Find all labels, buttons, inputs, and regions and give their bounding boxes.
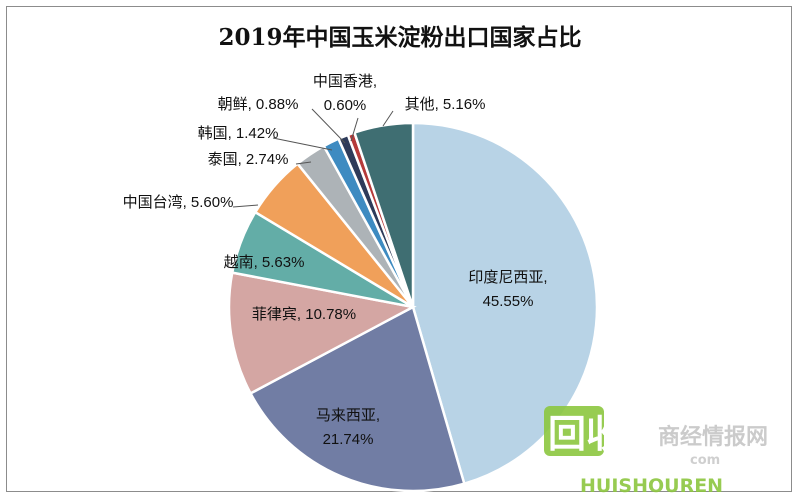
slice-label-4: 越南, 5.63% [224,254,305,271]
leader-line-9 [350,117,359,142]
watermark-site-text: 商经情报网 [658,424,768,450]
slice-label-5: 中国台湾, 5.60% [123,194,234,211]
slice-label-3: 菲律宾, 10.78% [252,306,356,323]
slice-label-10: 其他, 5.16% [405,96,486,113]
watermark-domain-text: com [690,453,720,468]
slice-label-1: 印度尼西亚, 45.55% [468,269,547,310]
leader-line-5 [232,204,259,208]
slice-label-7: 韩国, 1.42% [198,125,279,142]
watermark-badge [544,406,604,456]
slice-label-2: 马来西亚, 21.74% [316,407,380,448]
leader-line-7 [272,137,333,151]
pie-slices [227,121,599,493]
watermark-logo: 商经情报网 com 回收 HUISHOUREN [544,406,768,497]
leader-line-8 [311,108,346,144]
pie-slice-2 [248,305,466,493]
pie-slice-3 [227,271,417,396]
leader-line-6 [295,161,312,165]
watermark-sub-text: HUISHOUREN [580,475,723,497]
slice-label-8: 朝鲜, 0.88% [218,96,299,113]
chart-title: 2019年中国玉米淀粉出口国家占比 [218,24,582,51]
watermark-main-text: 回收 [548,412,624,456]
slice-label-9: 中国香港, 0.60% [313,73,377,114]
leader-lines [232,108,394,208]
pie-slice-1 [411,121,599,486]
slice-labels: 印度尼西亚, 45.55% 马来西亚, 21.74% 菲律宾, 10.78% 越南, 5.… [123,73,548,448]
slice-label-6: 泰国, 2.74% [208,151,289,168]
leader-line-10 [382,110,394,127]
